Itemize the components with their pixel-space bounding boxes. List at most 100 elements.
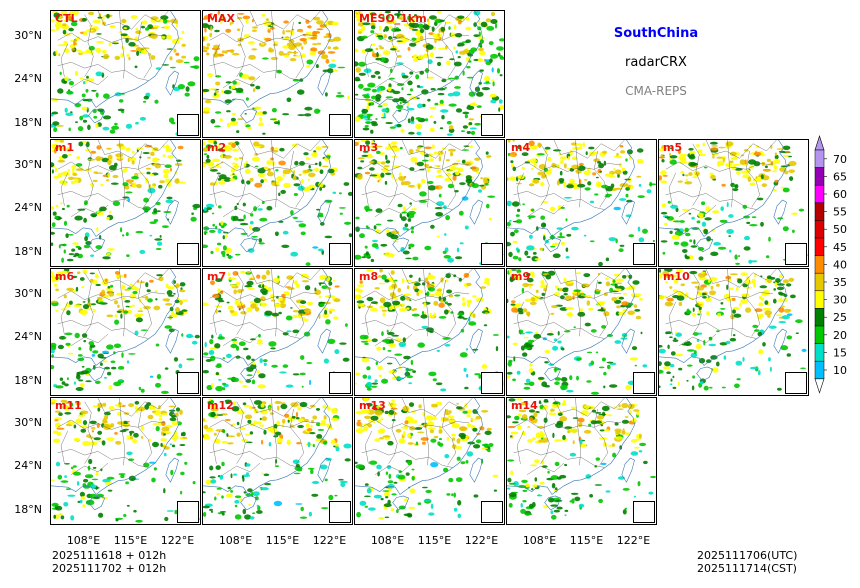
map-panel-m10: m10 xyxy=(658,268,809,396)
province-border xyxy=(271,269,278,337)
panel-label: m13 xyxy=(359,399,386,412)
hainan-outline xyxy=(88,495,106,511)
province-border xyxy=(222,333,261,346)
radar-map xyxy=(507,398,656,522)
map-panel-m1: m1 xyxy=(50,139,201,267)
south-china-sea-inset xyxy=(177,372,199,394)
province-border xyxy=(441,408,456,466)
lon-tick-label: 122°E xyxy=(616,534,651,547)
radar-echoes xyxy=(203,140,352,266)
panel-label: MAX xyxy=(207,12,235,25)
province-border xyxy=(222,462,261,475)
province-border xyxy=(209,61,301,81)
province-border xyxy=(516,172,524,206)
province-border xyxy=(745,279,760,337)
south-china-sea-inset xyxy=(481,372,503,394)
south-china-sea-inset xyxy=(633,243,655,265)
radar-map xyxy=(355,11,504,136)
taiwan-outline xyxy=(469,457,483,483)
province-border xyxy=(209,448,301,468)
coastline xyxy=(355,398,483,495)
panel-label: MESO_1km xyxy=(359,12,427,25)
province-border xyxy=(361,448,453,468)
province-border xyxy=(60,172,68,206)
province-border xyxy=(209,319,301,339)
map-panel-m12: m12 xyxy=(202,397,353,525)
province-border xyxy=(665,319,757,339)
province-border xyxy=(513,448,605,468)
map-panel-m4: m4 xyxy=(506,139,657,267)
taiwan-outline xyxy=(469,328,483,354)
province-border xyxy=(401,269,473,288)
lat-tick-label: 30°N xyxy=(14,28,42,42)
taiwan-outline xyxy=(165,457,179,483)
province-border xyxy=(249,140,321,159)
radar-echoes xyxy=(355,398,499,520)
radar-map xyxy=(203,398,352,520)
province-border xyxy=(60,301,68,335)
colorbar-segment xyxy=(814,325,825,344)
hainan-outline xyxy=(240,237,258,253)
coastline xyxy=(51,11,179,108)
province-border xyxy=(209,32,318,43)
radar-echoes xyxy=(51,11,200,136)
province-border xyxy=(692,143,702,206)
south-china-sea-inset xyxy=(633,501,655,523)
map-panel-m8: m8 xyxy=(354,268,505,396)
province-border xyxy=(364,301,372,335)
taiwan-outline xyxy=(317,199,331,225)
coastline xyxy=(355,269,483,366)
colorbar: 10 15 20 25 30 35 40 45 50 55 60 65 70 xyxy=(814,135,847,394)
colorbar-tick-label: 35 xyxy=(833,276,847,289)
province-border xyxy=(553,140,625,159)
province-border xyxy=(289,21,304,79)
province-border xyxy=(540,401,550,464)
province-border xyxy=(97,398,169,417)
taiwan-outline xyxy=(317,457,331,483)
taiwan-outline xyxy=(621,199,635,225)
radar-map xyxy=(355,140,504,265)
taiwan-outline xyxy=(621,457,635,483)
province-border xyxy=(57,190,149,210)
province-border xyxy=(70,75,109,88)
hainan-outline xyxy=(240,366,258,382)
taiwan-outline xyxy=(165,328,179,354)
colorbar-segment xyxy=(814,167,825,186)
radar-map xyxy=(51,140,200,263)
south-china-sea-inset xyxy=(177,501,199,523)
colorbar-tick-label: 15 xyxy=(833,346,847,359)
south-china-sea-inset xyxy=(329,114,351,136)
province-border xyxy=(668,172,676,206)
colorbar-tick-label: 30 xyxy=(833,294,847,307)
province-border xyxy=(665,290,774,301)
province-border xyxy=(665,161,774,172)
colorbar-tick-label: 70 xyxy=(833,153,847,166)
province-border xyxy=(668,301,676,335)
colorbar-tick-label: 55 xyxy=(833,206,847,219)
colorbar-segment xyxy=(814,308,825,327)
province-border xyxy=(97,269,169,288)
province-border xyxy=(119,11,126,79)
province-border xyxy=(84,272,94,335)
colorbar-segment xyxy=(814,202,825,221)
province-border xyxy=(364,43,372,77)
province-border xyxy=(575,269,582,337)
coastline xyxy=(203,11,331,108)
province-border xyxy=(575,398,582,466)
province-border xyxy=(540,143,550,206)
province-border xyxy=(57,319,149,339)
radar-echoes xyxy=(203,11,350,135)
province-border xyxy=(137,408,152,466)
hainan-outline xyxy=(544,237,562,253)
hainan-outline xyxy=(240,495,258,511)
province-border xyxy=(665,190,757,210)
province-border xyxy=(84,14,94,77)
province-border xyxy=(364,172,372,206)
panel-label: m11 xyxy=(55,399,82,412)
lon-tick-label: 108°E xyxy=(66,534,101,547)
province-border xyxy=(441,150,456,208)
province-border xyxy=(209,190,301,210)
taiwan-outline xyxy=(469,199,483,225)
radar-echoes xyxy=(355,140,504,265)
province-border xyxy=(119,398,126,466)
